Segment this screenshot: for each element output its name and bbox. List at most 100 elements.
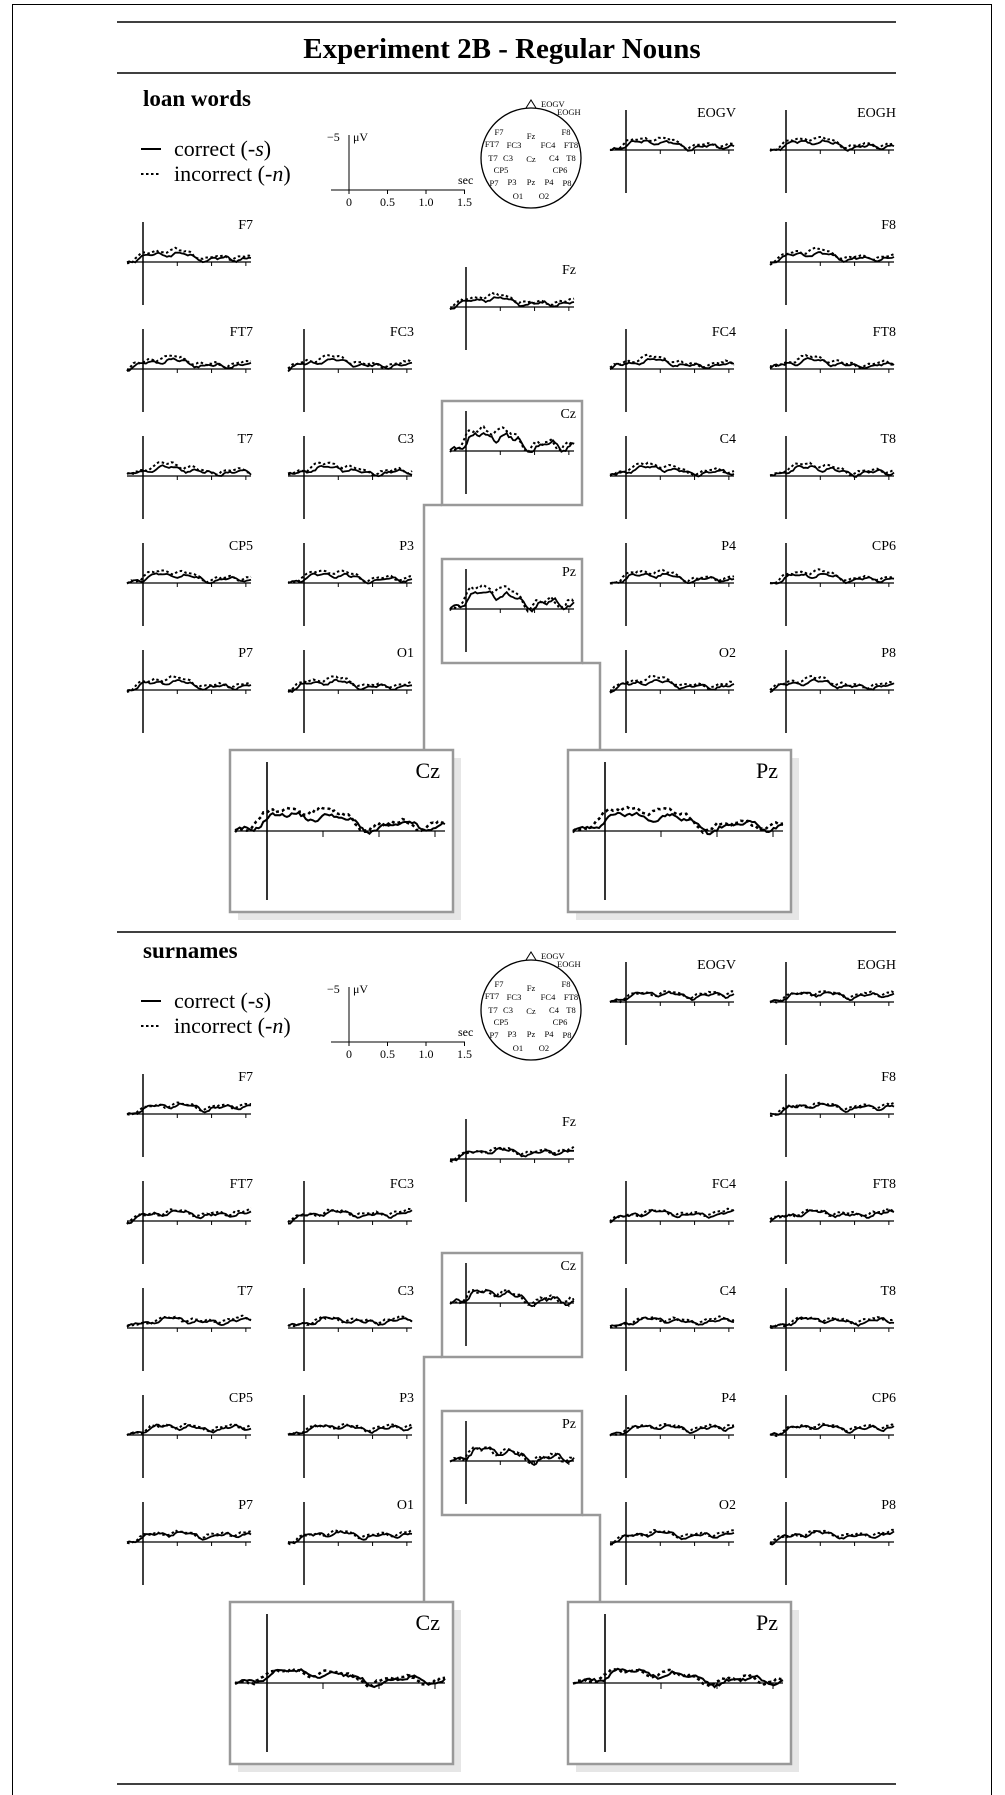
incorrect-line xyxy=(609,675,735,693)
incorrect-line xyxy=(126,1101,252,1116)
incorrect-line xyxy=(769,1315,895,1330)
correct-line xyxy=(769,572,895,585)
correct-line xyxy=(126,464,252,477)
electrode-label: T7 xyxy=(488,1005,497,1015)
scale-tick-label: 1.5 xyxy=(457,195,472,209)
electrode-label: T8 xyxy=(566,153,575,163)
channel-label: FC4 xyxy=(712,325,736,340)
electrode-label: C4 xyxy=(549,153,560,163)
channel-FC3: FC3 xyxy=(287,325,414,412)
correct-line xyxy=(287,464,413,478)
channel-F8: F8 xyxy=(769,1070,896,1157)
electrode-label: O1 xyxy=(513,191,523,201)
channel-O1: O1 xyxy=(287,646,414,733)
channel-C4: C4 xyxy=(609,432,736,519)
channel-label: T8 xyxy=(880,432,896,447)
magnified-Pz: Pz xyxy=(566,1600,799,1772)
incorrect-line xyxy=(769,674,895,691)
section-title: surnames xyxy=(143,938,238,963)
electrode-label: O2 xyxy=(539,1043,549,1053)
electrode-label: T7 xyxy=(488,153,497,163)
correct-line xyxy=(609,465,735,478)
figure-frame xyxy=(12,4,992,1795)
electrode-label: O1 xyxy=(513,1043,523,1053)
correct-line xyxy=(769,678,895,694)
channel-label: P3 xyxy=(399,1391,414,1406)
channel-label: P4 xyxy=(721,1391,736,1406)
channel-EOGV: EOGV xyxy=(609,958,736,1045)
electrode-label: FC4 xyxy=(541,992,556,1002)
channel-label: Cz xyxy=(560,407,576,422)
correct-line xyxy=(126,679,252,692)
channel-C3: C3 xyxy=(287,432,414,519)
scale-tick-label: 0 xyxy=(346,195,352,209)
electrode-label: C3 xyxy=(503,1005,513,1015)
legend-suffix: -s xyxy=(248,136,264,161)
channel-label: P8 xyxy=(881,646,896,661)
correct-line xyxy=(287,572,413,585)
scale-x-unit: sec xyxy=(458,173,473,187)
channel-label: F8 xyxy=(881,218,896,233)
legend-suffix: -n xyxy=(265,161,283,186)
incorrect-line xyxy=(769,1528,894,1545)
magnified-Cz: Cz xyxy=(228,1600,461,1772)
channel-label: Cz xyxy=(560,1259,576,1274)
correct-line xyxy=(126,251,252,264)
correct-line xyxy=(449,431,575,454)
electrode-label: P7 xyxy=(490,1030,499,1040)
channel-T8: T8 xyxy=(769,1284,896,1371)
channel-O2: O2 xyxy=(609,646,736,733)
incorrect-line xyxy=(126,569,252,585)
channel-label: FC3 xyxy=(390,325,414,340)
electrode-label: Pz xyxy=(527,177,536,187)
channel-F7: F7 xyxy=(126,218,253,305)
correct-line xyxy=(126,1102,252,1116)
channel-label: Pz xyxy=(756,758,778,783)
correct-line xyxy=(287,1316,413,1327)
correct-line xyxy=(234,1668,446,1689)
incorrect-line xyxy=(126,354,252,372)
channel-label: FC3 xyxy=(390,1177,414,1192)
incorrect-line xyxy=(287,1315,413,1328)
channel-EOGV: EOGV xyxy=(609,106,736,193)
electrode-label: FT8 xyxy=(564,992,578,1002)
channel-P7: P7 xyxy=(126,1498,253,1585)
channel-label: Cz xyxy=(416,1610,441,1635)
channel-O2: O2 xyxy=(609,1498,736,1585)
incorrect-line xyxy=(769,136,895,152)
correct-line xyxy=(126,357,252,372)
incorrect-line xyxy=(769,1207,895,1221)
channel-label: C4 xyxy=(720,432,736,447)
channel-P8: P8 xyxy=(769,646,896,733)
channel-Cz: Cz xyxy=(449,1259,576,1346)
incorrect-line xyxy=(609,1528,735,1546)
correct-line xyxy=(609,572,735,585)
channel-Fz: Fz xyxy=(449,1115,576,1202)
incorrect-line xyxy=(609,136,735,152)
channel-Fz: Fz xyxy=(449,263,576,350)
channel-label: P7 xyxy=(238,1498,253,1513)
channel-label: C3 xyxy=(398,1284,414,1299)
correct-line xyxy=(449,296,575,310)
electrode-label: Cz xyxy=(526,1006,536,1016)
eog-label: EOGV xyxy=(541,99,565,109)
correct-line xyxy=(770,464,895,478)
legend-incorrect: incorrect (-n) xyxy=(174,1013,291,1038)
channel-C3: C3 xyxy=(287,1284,414,1371)
correct-line xyxy=(126,1316,252,1328)
incorrect-line xyxy=(449,291,575,311)
incorrect-line xyxy=(572,805,784,835)
channel-label: F7 xyxy=(238,218,253,233)
channel-O1: O1 xyxy=(287,1498,414,1585)
channel-label: EOGV xyxy=(697,106,736,121)
pz-frame xyxy=(440,557,584,665)
channel-label: FT7 xyxy=(230,1177,253,1192)
legend-paren: ) xyxy=(283,161,290,186)
correct-line xyxy=(769,991,895,1003)
electrode-label: FC3 xyxy=(507,140,522,150)
channel-FC4: FC4 xyxy=(609,325,736,412)
magnified-Pz: Pz xyxy=(566,748,799,920)
channel-F8: F8 xyxy=(769,218,896,305)
electrode-label: P7 xyxy=(490,178,499,188)
scale-x-unit: sec xyxy=(458,1025,473,1039)
